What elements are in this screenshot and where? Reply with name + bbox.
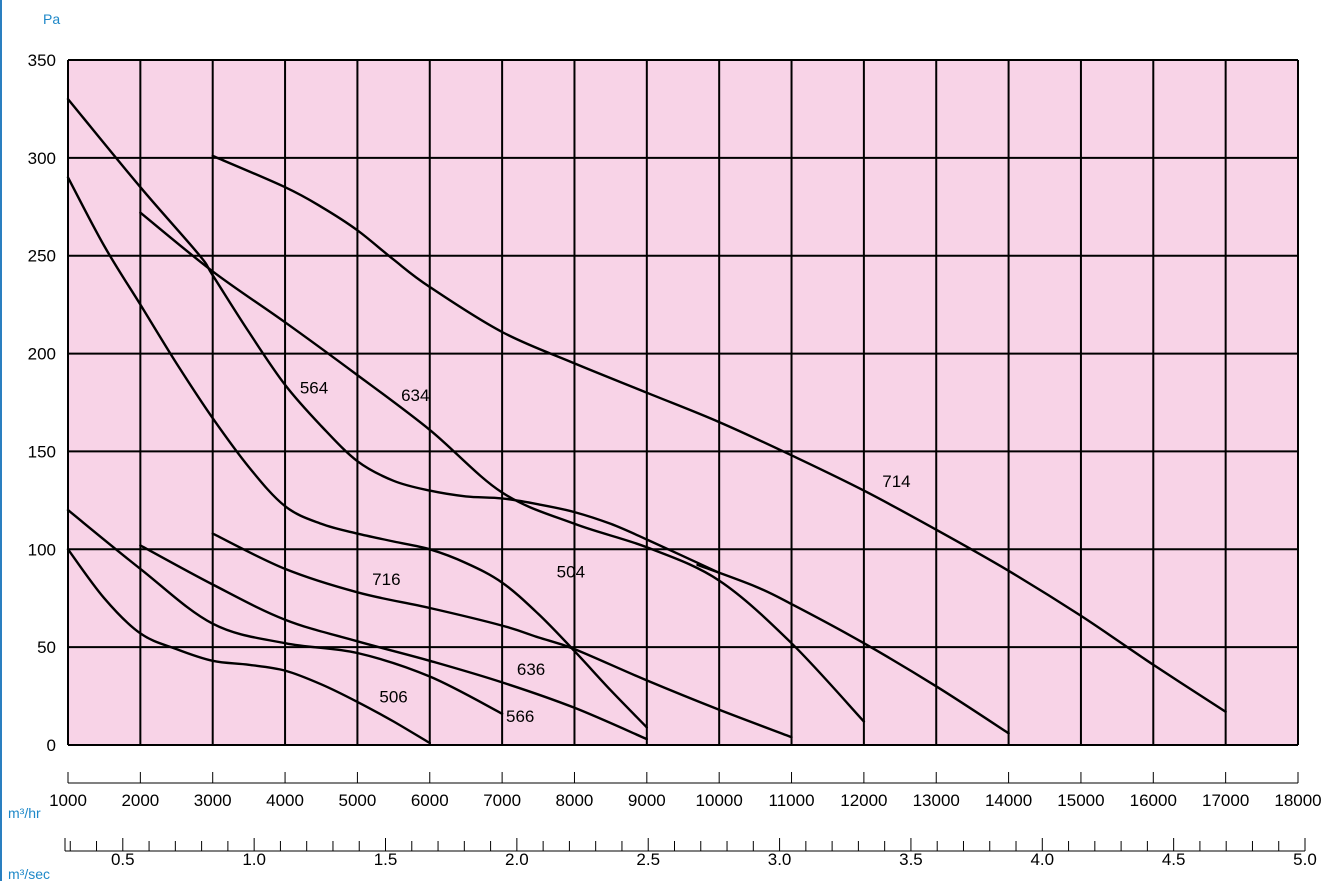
x2-tick-label-3.5: 3.5 (899, 850, 923, 869)
y-tick-label-350: 350 (28, 51, 56, 70)
x2-tick-label-5.0: 5.0 (1293, 850, 1317, 869)
curve-label-566: 566 (506, 707, 534, 726)
x-tick-label-17000: 17000 (1202, 791, 1249, 810)
x2-axis-unit-label: m³/sec (8, 866, 50, 881)
x-tick-label-1000: 1000 (49, 791, 87, 810)
x-tick-label-9000: 9000 (628, 791, 666, 810)
y-tick-label-150: 150 (28, 442, 56, 461)
x-axis-unit-label: m³/hr (8, 805, 41, 821)
x-tick-label-14000: 14000 (985, 791, 1032, 810)
y-tick-label-0: 0 (47, 736, 56, 755)
y-tick-label-300: 300 (28, 149, 56, 168)
x-tick-label-5000: 5000 (338, 791, 376, 810)
y-tick-label-200: 200 (28, 345, 56, 364)
x-tick-label-12000: 12000 (840, 791, 887, 810)
x-tick-label-8000: 8000 (556, 791, 594, 810)
y-tick-label-50: 50 (37, 638, 56, 657)
x-tick-label-10000: 10000 (696, 791, 743, 810)
curve-label-716: 716 (372, 570, 400, 589)
curve-label-636: 636 (517, 660, 545, 679)
x2-tick-label-4.5: 4.5 (1162, 850, 1186, 869)
x-tick-label-18000: 18000 (1274, 791, 1321, 810)
x2-tick-label-4.0: 4.0 (1030, 850, 1054, 869)
x2-tick-label-2.0: 2.0 (505, 850, 529, 869)
x-axis-m3hr: 1000 2000 3000 4000 5000 6000 7000 8000 9000 1000… (49, 772, 1322, 810)
y-axis-unit-label: Pa (43, 11, 60, 27)
y-tick-label-100: 100 (28, 540, 56, 559)
y-axis-ticks: 0 50 100 150 200 250 300 350 (28, 51, 56, 755)
x-tick-label-7000: 7000 (483, 791, 521, 810)
x-tick-label-4000: 4000 (266, 791, 304, 810)
curve-label-504: 504 (557, 562, 585, 581)
x-tick-label-15000: 15000 (1057, 791, 1104, 810)
curve-label-634: 634 (401, 386, 429, 405)
x-tick-label-16000: 16000 (1130, 791, 1177, 810)
x2-tick-label-1.5: 1.5 (374, 850, 398, 869)
y-tick-label-250: 250 (28, 247, 56, 266)
x-tick-label-2000: 2000 (121, 791, 159, 810)
x-tick-label-13000: 13000 (913, 791, 960, 810)
x-tick-label-6000: 6000 (411, 791, 449, 810)
plot-background (68, 60, 1298, 745)
x2-tick-label-3.0: 3.0 (768, 850, 792, 869)
curve-label-506: 506 (379, 688, 407, 707)
x-tick-label-11000: 11000 (769, 791, 815, 810)
x2-tick-label-1.0: 1.0 (242, 850, 266, 869)
curve-label-714: 714 (882, 472, 910, 491)
x2-tick-label-2.5: 2.5 (636, 850, 660, 869)
x-tick-label-3000: 3000 (194, 791, 232, 810)
curve-label-564: 564 (300, 378, 328, 397)
x-axis-m3sec: 0.5 1.0 1.5 2.0 2.5 3.0 3.5 4.0 4.5 5.0 (65, 838, 1317, 869)
x2-tick-label-0.5: 0.5 (111, 850, 135, 869)
